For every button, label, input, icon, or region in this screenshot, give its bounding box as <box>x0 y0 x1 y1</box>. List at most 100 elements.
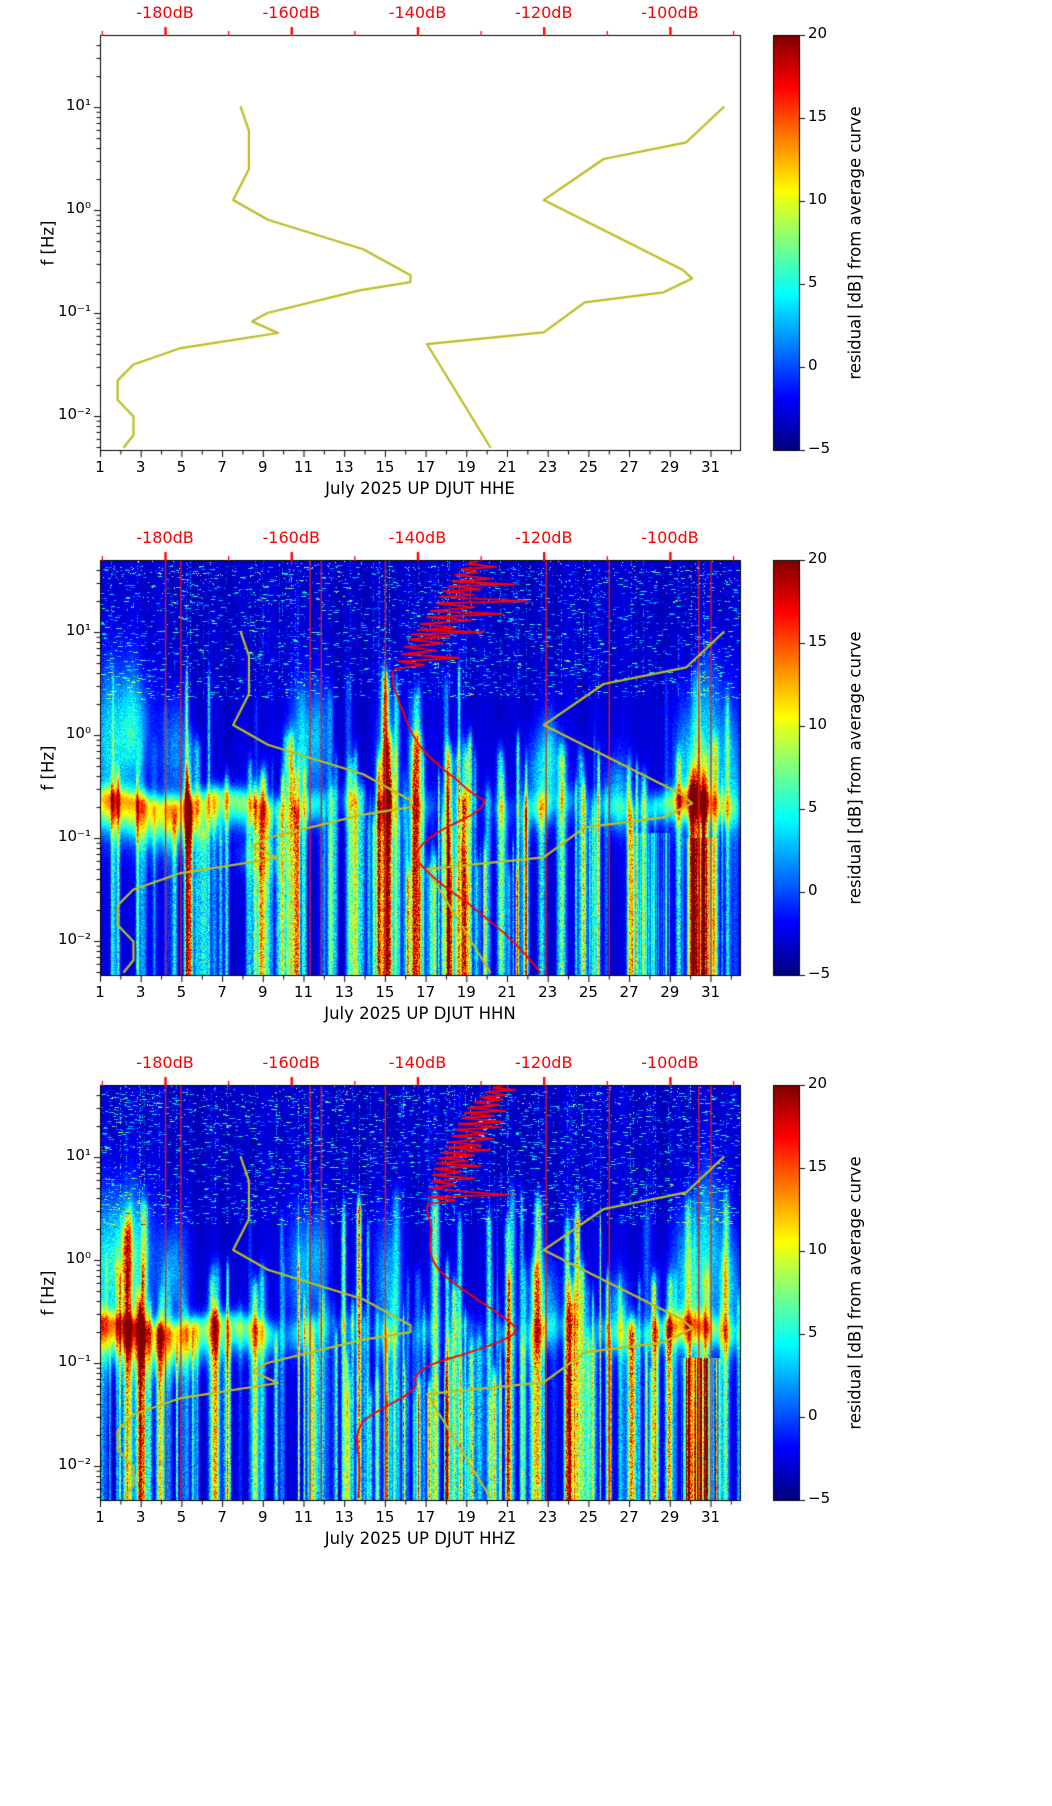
freq-tick-label: 10⁰ <box>65 1249 91 1268</box>
day-tick-label: 17 <box>416 458 436 476</box>
day-tick-label: 13 <box>334 1508 354 1526</box>
day-tick-label: 9 <box>258 458 268 476</box>
day-tick-label: 31 <box>700 983 721 1001</box>
colorbar-tick-label: 20 <box>808 24 828 42</box>
day-tick-label: 19 <box>456 983 476 1001</box>
day-tick-label: 25 <box>578 983 598 1001</box>
plot-canvas-hhz <box>0 1040 1052 1560</box>
day-tick-label: 5 <box>176 458 187 476</box>
top-axis-tick-label: -160dB <box>262 3 320 22</box>
top-axis-tick-label: -100dB <box>641 1053 699 1072</box>
day-tick-label: 3 <box>135 458 146 476</box>
top-axis-tick-label: -120dB <box>514 1053 573 1072</box>
panel-hhn: -180dB -160dB -140dB -120dB -100dB 1 3 5 7 9 11 13 1… <box>0 515 1052 1035</box>
top-axis-tick-label: -180dB <box>136 3 194 22</box>
day-tick-label: 23 <box>538 458 558 476</box>
day-tick-label: 23 <box>538 983 558 1001</box>
day-tick-label: 27 <box>619 983 639 1001</box>
y-axis-label: f [Hz] <box>38 745 58 790</box>
day-tick-label: 3 <box>135 983 146 1001</box>
freq-tick-label: 10⁻¹ <box>57 302 91 321</box>
freq-tick-label: 10¹ <box>65 96 91 115</box>
day-tick-label: 25 <box>578 458 598 476</box>
day-tick-label: 23 <box>538 1508 558 1526</box>
top-axis-tick-label: -180dB <box>136 528 194 547</box>
colorbar-tick-label: 0 <box>808 1406 818 1424</box>
day-tick-label: 21 <box>497 458 517 476</box>
x-axis-label: July 2025 UP DJUT HHZ <box>324 1529 516 1548</box>
day-tick-label: 1 <box>95 1508 105 1526</box>
top-axis-tick-label: -160dB <box>262 1053 320 1072</box>
day-tick-label: 27 <box>619 1508 639 1526</box>
day-tick-label: 13 <box>334 983 354 1001</box>
colorbar-tick-label: 15 <box>808 632 828 650</box>
colorbar-tick-label: 10 <box>808 190 828 208</box>
day-tick-label: 21 <box>497 983 517 1001</box>
day-tick-label: 11 <box>293 1508 314 1526</box>
colorbar-label: residual [dB] from average curve <box>845 630 865 905</box>
top-axis-tick-label: -160dB <box>262 528 320 547</box>
panel-hhz: -180dB -160dB -140dB -120dB -100dB 1 3 5 7 9 11 13 1… <box>0 1040 1052 1560</box>
day-tick-label: 31 <box>700 1508 721 1526</box>
day-tick-label: 31 <box>700 458 721 476</box>
day-tick-label: 1 <box>95 458 105 476</box>
top-axis-tick-label: -140dB <box>388 3 447 22</box>
day-tick-label: 5 <box>176 1508 187 1526</box>
day-tick-label: 11 <box>293 458 314 476</box>
colorbar-tick-label: −5 <box>808 1489 831 1507</box>
day-tick-label: 15 <box>375 458 395 476</box>
day-tick-label: 9 <box>258 983 268 1001</box>
day-tick-label: 7 <box>217 983 227 1001</box>
top-axis-tick-label: -140dB <box>388 528 447 547</box>
day-tick-label: 27 <box>619 458 639 476</box>
x-axis-label: July 2025 UP DJUT HHN <box>324 1004 516 1023</box>
day-tick-label: 7 <box>217 1508 227 1526</box>
top-axis-tick-label: -120dB <box>514 3 573 22</box>
colorbar-tick-label: −5 <box>808 964 831 982</box>
panel-hhe: -180dB -160dB -140dB -120dB -100dB 1 3 5 7 9 11 13 1… <box>0 0 1052 510</box>
top-axis-tick-label: -180dB <box>136 1053 194 1072</box>
freq-tick-label: 10⁻¹ <box>57 1352 91 1371</box>
day-tick-label: 15 <box>375 983 395 1001</box>
day-tick-label: 19 <box>456 458 476 476</box>
top-axis-tick-label: -100dB <box>641 528 699 547</box>
colorbar-tick-label: 0 <box>808 881 818 899</box>
colorbar-tick-label: 20 <box>808 1074 828 1092</box>
colorbar-tick-label: 5 <box>808 798 818 816</box>
day-tick-label: 1 <box>95 983 105 1001</box>
day-tick-label: 29 <box>660 983 680 1001</box>
day-tick-label: 17 <box>416 983 436 1001</box>
freq-tick-label: 10⁰ <box>65 199 91 218</box>
freq-tick-label: 10¹ <box>65 1146 91 1165</box>
day-tick-label: 13 <box>334 458 354 476</box>
day-tick-label: 25 <box>578 1508 598 1526</box>
colorbar-tick-label: 15 <box>808 1157 828 1175</box>
freq-tick-label: 10⁻¹ <box>57 827 91 846</box>
day-tick-label: 17 <box>416 1508 436 1526</box>
colorbar-tick-label: −5 <box>808 439 831 457</box>
day-tick-label: 7 <box>217 458 227 476</box>
day-tick-label: 11 <box>293 983 314 1001</box>
colorbar-tick-label: 15 <box>808 107 828 125</box>
day-tick-label: 3 <box>135 1508 146 1526</box>
colorbar-tick-label: 10 <box>808 1240 828 1258</box>
y-axis-label: f [Hz] <box>38 1270 58 1315</box>
plot-canvas-hhe <box>0 0 1052 510</box>
day-tick-label: 19 <box>456 1508 476 1526</box>
day-tick-label: 29 <box>660 458 680 476</box>
colorbar-tick-label: 10 <box>808 715 828 733</box>
day-tick-label: 5 <box>176 983 187 1001</box>
freq-tick-label: 10⁰ <box>65 724 91 743</box>
colorbar-tick-label: 5 <box>808 1323 818 1341</box>
x-axis-label: July 2025 UP DJUT HHE <box>325 479 515 498</box>
colorbar-label: residual [dB] from average curve <box>845 1155 865 1430</box>
day-tick-label: 15 <box>375 1508 395 1526</box>
colorbar-tick-label: 5 <box>808 273 818 291</box>
colorbar-label: residual [dB] from average curve <box>845 105 865 380</box>
y-axis-label: f [Hz] <box>38 220 58 265</box>
top-axis-tick-label: -100dB <box>641 3 699 22</box>
freq-tick-label: 10⁻² <box>57 405 91 424</box>
plot-canvas-hhn <box>0 515 1052 1035</box>
day-tick-label: 29 <box>660 1508 680 1526</box>
